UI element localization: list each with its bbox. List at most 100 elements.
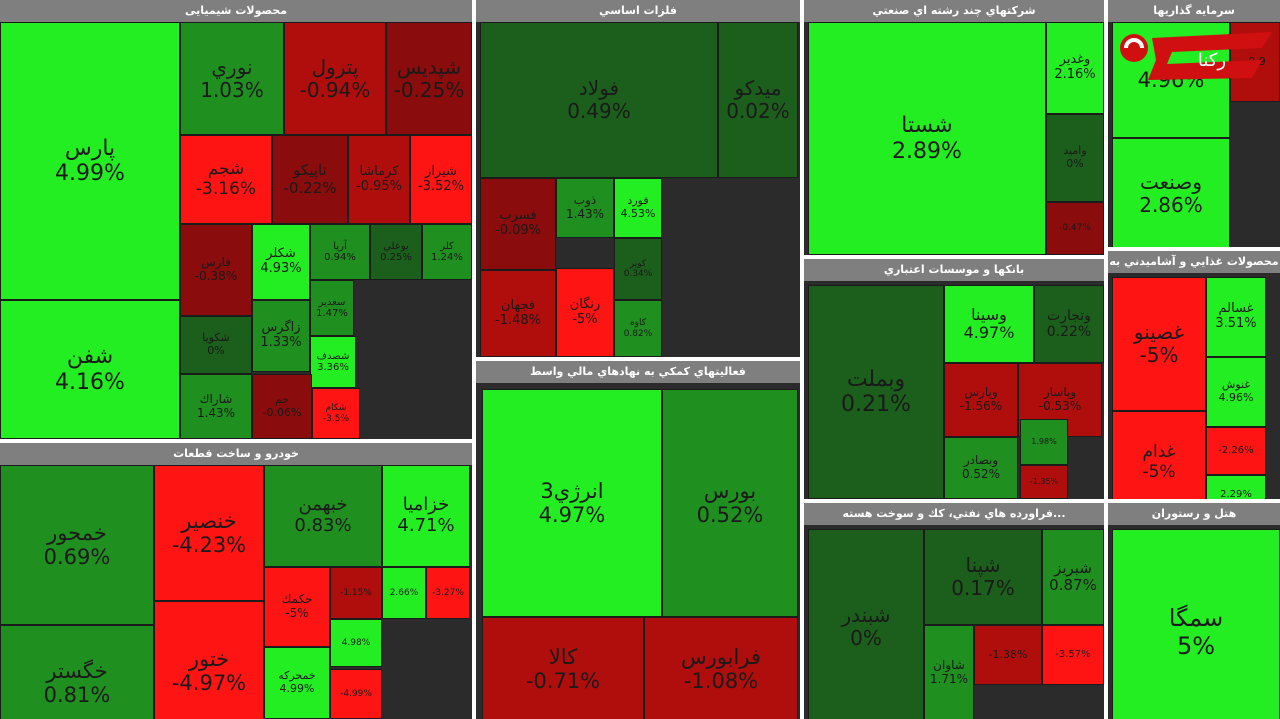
stock-tile[interactable]: كالا -0.71% (482, 617, 644, 719)
stock-tile[interactable]: شكويا 0% (180, 316, 252, 374)
stock-tile[interactable]: 2.66% (382, 567, 426, 619)
stock-name: غنوش (1221, 378, 1251, 392)
stock-tile[interactable]: شجم -3.16% (180, 135, 272, 224)
stock-change: 0% (1066, 157, 1084, 170)
stock-tile[interactable]: وتجارت 0.22% (1034, 285, 1104, 363)
stock-tile[interactable]: شصدف 3.36% (310, 336, 356, 388)
stock-tile[interactable]: نوري 1.03% (180, 22, 284, 135)
stock-tile[interactable]: فولاد 0.49% (480, 22, 718, 178)
stock-change: -4.99% (340, 688, 372, 699)
stock-tile[interactable]: ختور -4.97% (154, 601, 264, 719)
stock-tile[interactable]: جم -0.06% (252, 374, 312, 439)
stock-tile[interactable]: خگستر 0.81% (0, 625, 154, 719)
stock-tile[interactable]: شاراك 1.43% (180, 374, 252, 439)
stock-tile[interactable]: -3.57% (1042, 625, 1104, 685)
stock-name: واميد (1063, 144, 1087, 158)
stock-tile[interactable]: وبملت 0.21% (808, 285, 944, 499)
stock-tile[interactable]: كاوه 0.82% (614, 300, 662, 357)
stock-tile[interactable]: خزاميا 4.71% (382, 465, 470, 567)
stock-tile[interactable]: شبندر 0% (808, 529, 924, 719)
stock-tile[interactable]: خمحركه 4.99% (264, 647, 330, 719)
stock-tile[interactable]: سمگا 5% (1112, 529, 1280, 719)
stock-name: بورس (703, 478, 757, 503)
stock-tile[interactable]: بوعلي 0.25% (370, 224, 422, 280)
stock-tile[interactable]: كرماشا -0.95% (348, 135, 410, 224)
sector-title: بانكها و موسسات اعتباري (804, 259, 1104, 281)
stock-tile[interactable]: واميد 0% (1046, 114, 1104, 202)
stock-tile[interactable]: كوير 0.34% (614, 238, 662, 300)
stock-tile[interactable]: فرابورس -1.08% (644, 617, 798, 719)
stock-tile[interactable]: وصنعت 2.86% (1112, 138, 1230, 247)
stock-tile[interactable]: شاوان 1.71% (924, 625, 974, 719)
stock-tile[interactable]: -2.26% (1206, 427, 1266, 475)
sector-panel: ...فراورده هاي نفتي، كك و سوخت هسته شبندر… (804, 503, 1104, 719)
stock-tile[interactable]: شكام -3.5% (312, 388, 360, 439)
stock-change: -4.23% (171, 533, 247, 557)
stock-tile[interactable]: 2.29% (1206, 475, 1266, 499)
stock-name: وغدير (1059, 52, 1091, 68)
stock-tile[interactable]: تاپيكو -0.22% (272, 135, 348, 224)
sector-title: شركتهاي چند رشته اي صنعتي (804, 0, 1104, 22)
stock-change: -0.38% (194, 269, 238, 283)
stock-tile[interactable]: خمحور 0.69% (0, 465, 154, 625)
stock-name: زاگرس (261, 320, 301, 336)
stock-name: كالا (548, 644, 578, 669)
stock-name: سعدير (318, 296, 346, 308)
stock-tile[interactable]: شپديس -0.25% (386, 22, 472, 135)
stock-tile[interactable]: بورس 0.52% (662, 389, 798, 617)
stock-tile[interactable]: زاگرس 1.33% (252, 300, 310, 372)
stock-tile[interactable]: وسينا 4.97% (944, 285, 1034, 363)
stock-tile[interactable]: شفن 4.16% (0, 300, 180, 439)
stock-tile[interactable]: فسرب -0.09% (480, 178, 556, 270)
sector-panel: محصولات غذايي و آشاميدني به غصينو -5% غسالم… (1108, 251, 1280, 499)
stock-change: 2.66% (389, 587, 419, 598)
stock-name: غصينو (1133, 320, 1185, 344)
stock-tile[interactable]: غصينو -5% (1112, 277, 1206, 411)
stock-tile[interactable]: پترول -0.94% (284, 22, 386, 135)
stock-change: 3.51% (1215, 316, 1257, 331)
sector-panel: فلزات اساسي فولاد 0.49% ميدكو 0.02% فسرب -0.09… (476, 0, 800, 357)
stock-tile[interactable]: شكلر 4.93% (252, 224, 310, 300)
stock-tile[interactable]: رنگان -5% (556, 268, 614, 357)
stock-tile[interactable]: -0.47% (1046, 202, 1104, 255)
stock-change: 4.99% (55, 161, 125, 186)
stock-tile[interactable]: 4.98% (330, 619, 382, 667)
stock-tile[interactable]: وپارس -1.56% (944, 363, 1018, 437)
stock-name: شصدف (316, 350, 350, 362)
stock-tile[interactable]: انرژي3 4.97% (482, 389, 662, 617)
stock-tile[interactable]: كلر 1.24% (422, 224, 472, 280)
stock-tile[interactable]: خنصير -4.23% (154, 465, 264, 601)
stock-tile[interactable]: شستا 2.89% (808, 22, 1046, 255)
stock-tile[interactable]: غسالم 3.51% (1206, 277, 1266, 357)
stock-name: آريا (333, 240, 347, 252)
stock-tile[interactable]: -1.38% (974, 625, 1042, 685)
stock-tile[interactable]: وبصادر 0.52% (944, 437, 1018, 499)
stock-tile[interactable]: حكمك -5% (264, 567, 330, 647)
stock-change: -3.57% (1055, 649, 1091, 661)
stock-tile[interactable]: ذوب 1.43% (556, 178, 614, 238)
sector-panel: شركتهاي چند رشته اي صنعتي شستا 2.89% وغدير 2… (804, 0, 1104, 255)
stock-tile[interactable]: پارس 4.99% (0, 22, 180, 300)
stock-tile[interactable]: -1.35% (1020, 465, 1068, 499)
stock-tile[interactable]: فارس -0.38% (180, 224, 252, 316)
stock-tile[interactable]: شيراز -3.52% (410, 135, 472, 224)
stock-name: خگستر (46, 658, 108, 683)
stock-tile[interactable]: آريا 0.94% (310, 224, 370, 280)
rokna-logo-icon: رکنا (1120, 32, 1272, 80)
stock-tile[interactable]: سعدير 1.47% (310, 280, 354, 336)
stock-tile[interactable]: -1.15% (330, 567, 382, 619)
stock-tile[interactable]: شبريز 0.87% (1042, 529, 1104, 625)
stock-tile[interactable]: خبهمن 0.83% (264, 465, 382, 567)
stock-tile[interactable]: فجهان -1.48% (480, 270, 556, 357)
stock-tile[interactable]: غدام -5% (1112, 411, 1206, 499)
stock-tile[interactable]: ميدكو 0.02% (718, 22, 798, 178)
stock-tile[interactable]: فورد 4.53% (614, 178, 662, 238)
stock-tile[interactable]: شپنا 0.17% (924, 529, 1042, 625)
stock-tile[interactable]: -4.99% (330, 669, 382, 719)
stock-tile[interactable]: 1.98% (1020, 419, 1068, 465)
stock-tile[interactable]: -3.27% (426, 567, 470, 619)
stock-tile[interactable]: غنوش 4.96% (1206, 357, 1266, 427)
stock-change: 0% (207, 344, 225, 357)
stock-tile[interactable]: وغدير 2.16% (1046, 22, 1104, 114)
stock-name: شپنا (965, 553, 1001, 577)
